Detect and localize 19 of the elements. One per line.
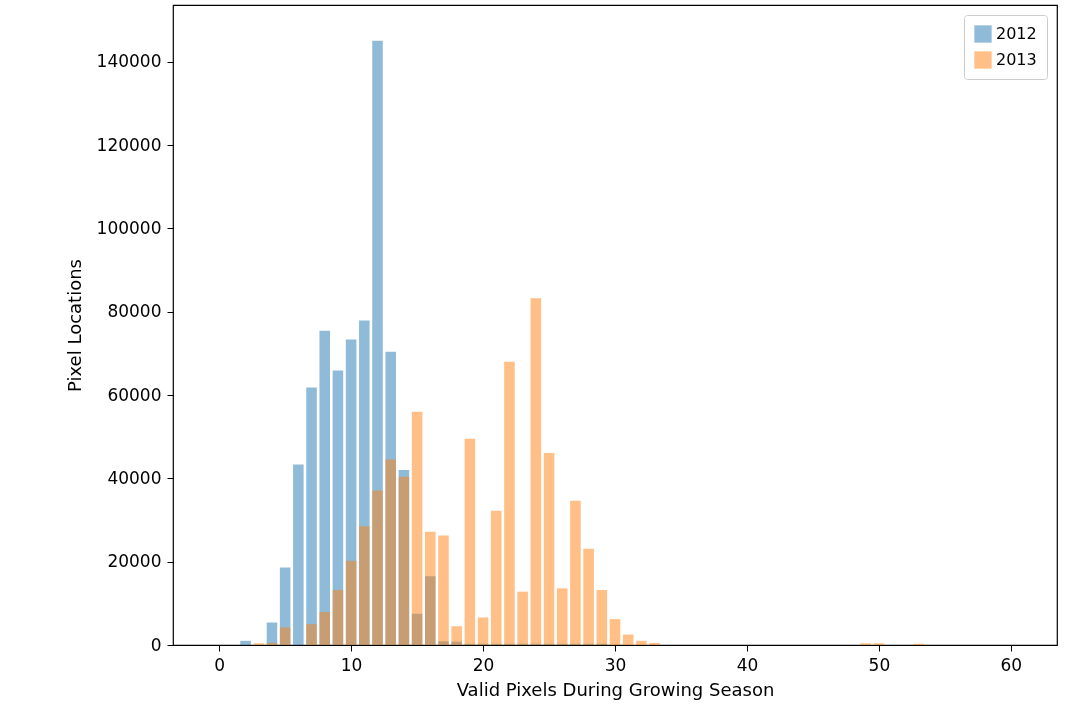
x-axis-title: Valid Pixels During Growing Season	[456, 678, 775, 700]
y-tick-label: 20000	[107, 551, 162, 572]
y-tick-label: 100000	[96, 217, 162, 238]
x-tick-label: 0	[214, 654, 226, 675]
y-tick-label: 80000	[107, 301, 162, 322]
x-tick-label: 60	[1000, 654, 1023, 675]
x-tick-label: 10	[340, 654, 363, 675]
y-tick-label: 0	[150, 634, 162, 655]
y-tick-label: 120000	[96, 134, 162, 155]
y-tick-label: 40000	[107, 467, 162, 488]
y-tick-label: 140000	[96, 51, 162, 72]
x-tick-label: 40	[736, 654, 759, 675]
x-tick-label: 30	[604, 654, 627, 675]
x-tick-label: 50	[868, 654, 891, 675]
legend-label: 2013	[996, 50, 1037, 69]
y-tick-label: 60000	[107, 384, 162, 405]
x-tick-label: 20	[472, 654, 495, 675]
legend-label: 2012	[996, 24, 1037, 43]
y-axis-title: Pixel Locations	[63, 259, 85, 392]
